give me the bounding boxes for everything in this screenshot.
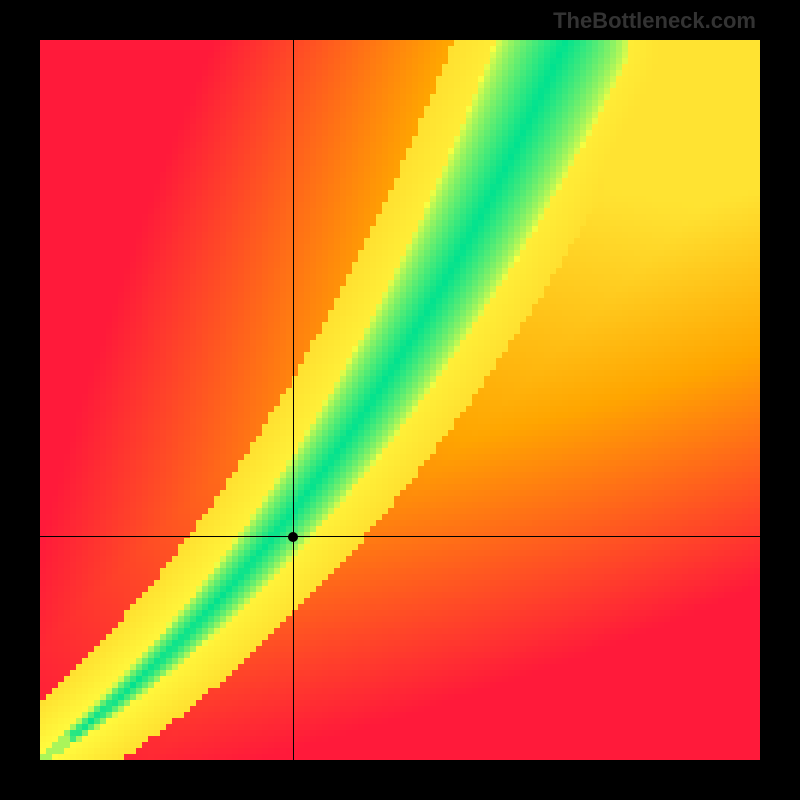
crosshair-vertical [293, 40, 294, 760]
chart-container: TheBottleneck.com [0, 0, 800, 800]
crosshair-horizontal [40, 536, 760, 537]
watermark-text: TheBottleneck.com [553, 8, 756, 34]
bottleneck-heatmap [40, 40, 760, 760]
